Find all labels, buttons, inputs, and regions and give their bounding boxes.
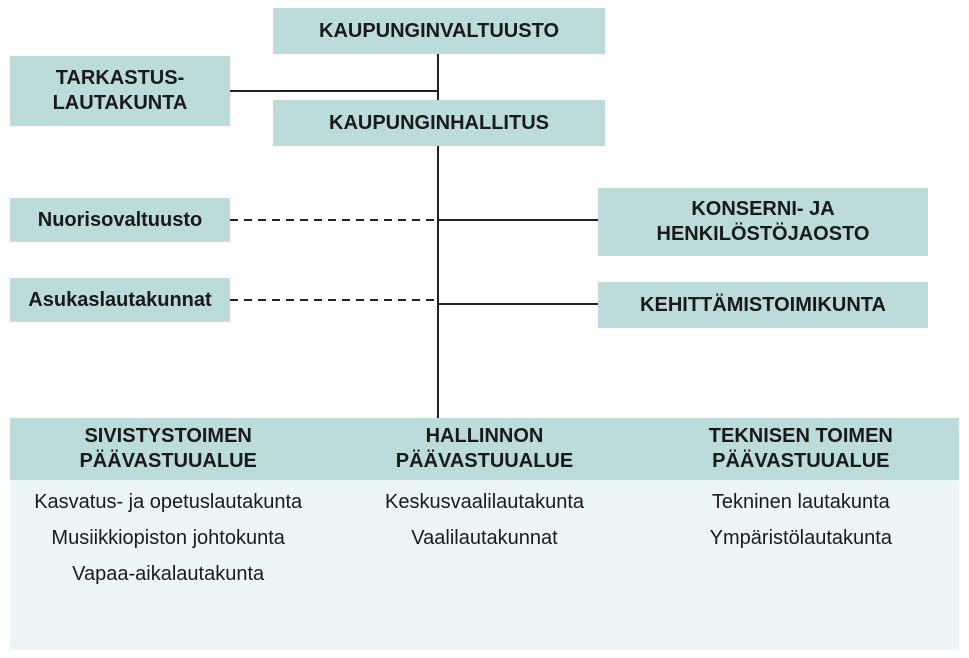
node-hallitus: KAUPUNGINHALLITUS [273,100,605,146]
panel-item-0-2: Vapaa-aikalautakunta [18,558,318,590]
responsibility-panel: SIVISTYSTOIMENPÄÄVASTUUALUEKasvatus- ja … [10,418,959,650]
node-tarkastus: TARKASTUS-LAUTAKUNTA [10,56,230,126]
panel-header-2: TEKNISEN TOIMENPÄÄVASTUUALUE [643,418,959,480]
panel-item-0-0: Kasvatus- ja opetuslautakunta [18,486,318,518]
panel-item-0-1: Musiikkiopiston johtokunta [18,522,318,554]
panel-item-1-0: Keskusvaalilautakunta [334,486,634,518]
panel-item-2-1: Ympäristölautakunta [651,522,951,554]
panel-item-2-0: Tekninen lautakunta [651,486,951,518]
node-valtuusto: KAUPUNGINVALTUUSTO [273,8,605,54]
org-chart-canvas: SIVISTYSTOIMENPÄÄVASTUUALUEKasvatus- ja … [0,0,969,658]
panel-body-0: Kasvatus- ja opetuslautakunta Musiikkiopi… [10,480,326,650]
node-nuoriso: Nuorisovaltuusto [10,198,230,242]
panel-header-0: SIVISTYSTOIMENPÄÄVASTUUALUE [10,418,326,480]
node-konserni: KONSERNI- JAHENKILÖSTÖJAOSTO [598,188,928,256]
panel-item-1-1: Vaalilautakunnat [334,522,634,554]
panel-body-1: Keskusvaalilautakunta Vaalilautakunnat [326,480,642,650]
panel-header-1: HALLINNONPÄÄVASTUUALUE [326,418,642,480]
node-asukas: Asukaslautakunnat [10,278,230,322]
node-kehittamis: KEHITTÄMISTOIMIKUNTA [598,282,928,328]
panel-body-2: Tekninen lautakunta Ympäristölautakunta [643,480,959,650]
